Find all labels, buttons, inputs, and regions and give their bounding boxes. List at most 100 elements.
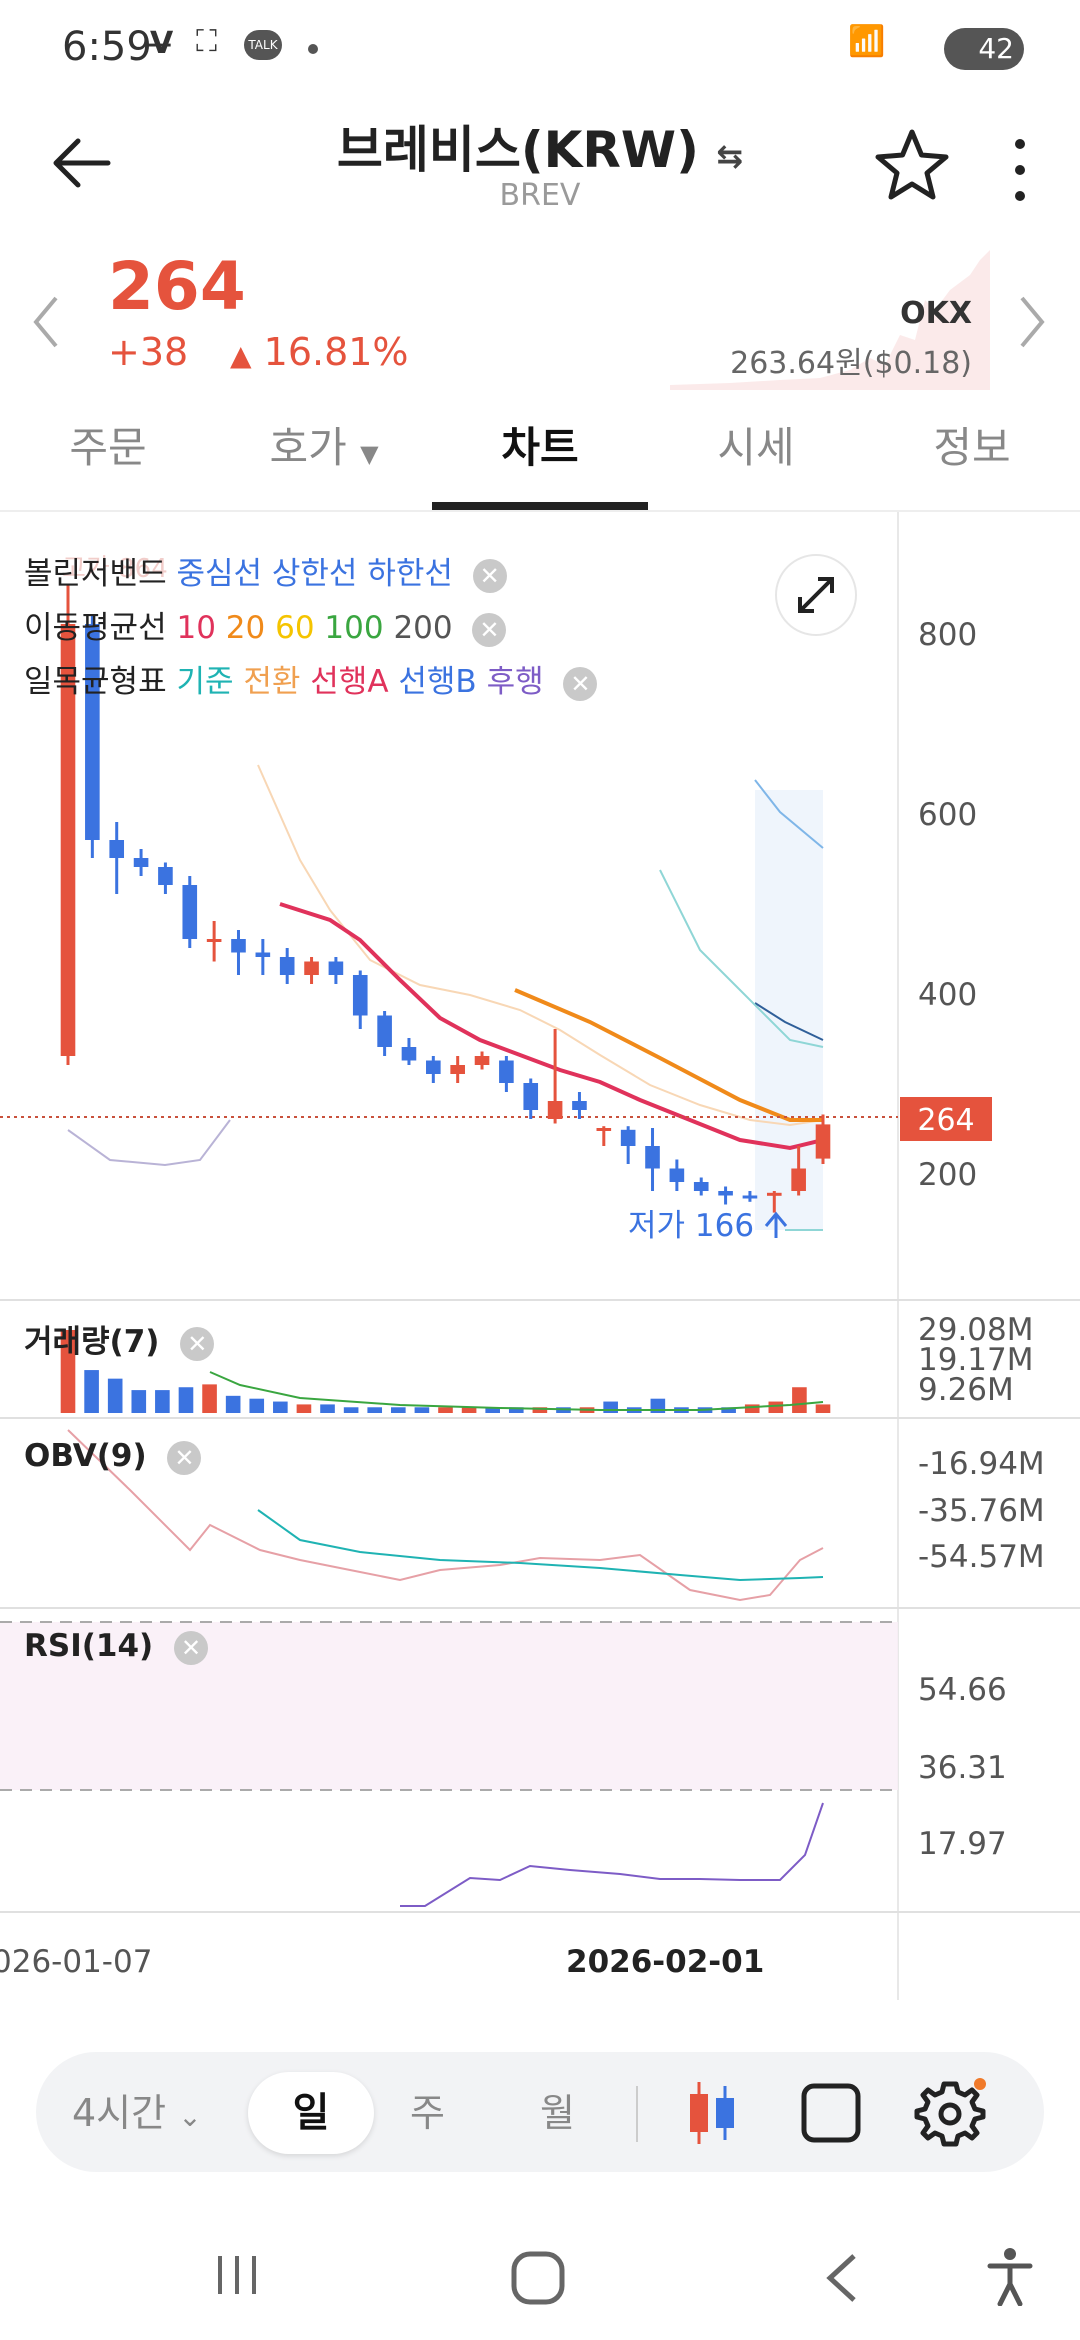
more-menu-icon[interactable] bbox=[1000, 130, 1040, 210]
legend-ichimoku-name: 일목균형표 bbox=[24, 664, 167, 700]
period-month-button[interactable]: 월 bbox=[540, 2091, 575, 2135]
volume-bar bbox=[225, 1395, 241, 1413]
candle-body bbox=[669, 1168, 685, 1182]
settings-gear-icon[interactable] bbox=[914, 2076, 986, 2148]
current-price-tag-label: 264 bbox=[917, 1103, 974, 1138]
interval-dropdown-label: 4시간 bbox=[72, 2091, 167, 2135]
volume-bar bbox=[508, 1407, 524, 1413]
accessibility-icon[interactable] bbox=[986, 2246, 1034, 2306]
remove-obv-icon[interactable]: ✕ bbox=[167, 1441, 202, 1475]
legend-ichimoku: 일목균형표 기준 전환 선행A 선행B 후행 ✕ bbox=[24, 656, 598, 701]
swap-icon[interactable]: ⇆ bbox=[716, 137, 744, 175]
volume-bar bbox=[461, 1407, 477, 1413]
tab-divider bbox=[0, 510, 1080, 512]
period-day-button[interactable]: 일 bbox=[248, 2072, 374, 2154]
legend-ichimoku-lead-a: 선행A bbox=[310, 664, 389, 700]
current-price-tag bbox=[900, 1097, 992, 1141]
candle-body bbox=[474, 1056, 490, 1065]
candle-body bbox=[742, 1195, 758, 1199]
price-chart[interactable]: 264 800 600 400 200 저가 166 29.08M 19.17M… bbox=[0, 512, 1080, 2012]
volume-bar bbox=[792, 1387, 807, 1413]
page-title: 브레비스(KRW) ⇆ bbox=[0, 110, 1080, 182]
system-nav-bar bbox=[0, 2210, 1080, 2340]
obv-label-text: OBV(9) bbox=[24, 1438, 147, 1474]
chart-toolbar bbox=[36, 2052, 1044, 2172]
low-price-annotation: 저가 166 bbox=[628, 1208, 754, 1244]
current-price: 264 bbox=[108, 248, 246, 325]
candle-body bbox=[377, 1015, 392, 1047]
volume-bar bbox=[155, 1390, 170, 1413]
period-week-button[interactable]: 주 bbox=[410, 2091, 445, 2135]
legend-bollinger-lower: 하한선 bbox=[367, 556, 453, 592]
back-arrow-icon[interactable] bbox=[48, 128, 118, 198]
volume-tick-1: 29.08M bbox=[918, 1312, 1034, 1348]
remove-rsi-icon[interactable]: ✕ bbox=[174, 1631, 209, 1665]
x-label-2: 2026-02-01 bbox=[566, 1944, 764, 1980]
tab-market[interactable]: 시세 bbox=[648, 418, 864, 508]
candle-body bbox=[645, 1146, 660, 1169]
tab-orderbook-label: 호가 bbox=[269, 423, 347, 472]
remove-bollinger-icon[interactable]: ✕ bbox=[472, 559, 507, 593]
candle-body bbox=[401, 1047, 417, 1061]
candle-body bbox=[523, 1083, 539, 1110]
candle-body bbox=[718, 1191, 733, 1196]
rsi-tick-2: 36.31 bbox=[918, 1750, 1007, 1786]
candle-body bbox=[815, 1124, 831, 1159]
prev-chevron-icon[interactable] bbox=[28, 292, 64, 352]
volume-tick-2: 19.17M bbox=[918, 1342, 1034, 1378]
candle-body bbox=[328, 961, 344, 975]
exchange-price: 263.64원($0.18) bbox=[730, 346, 972, 381]
remove-ma-icon[interactable]: ✕ bbox=[472, 613, 507, 647]
next-chevron-icon[interactable] bbox=[1014, 292, 1050, 352]
recent-apps-icon[interactable] bbox=[212, 2250, 262, 2300]
volume-bar bbox=[296, 1404, 312, 1413]
legend-ichimoku-conversion: 전환 bbox=[243, 664, 301, 700]
candles-group bbox=[60, 584, 831, 1213]
drawing-tool-icon[interactable] bbox=[800, 2082, 862, 2144]
tab-market-label: 시세 bbox=[717, 423, 795, 472]
candle-body bbox=[450, 1065, 465, 1074]
legend-bollinger-mid: 중심선 bbox=[176, 556, 263, 592]
tab-order-label: 주문 bbox=[69, 423, 147, 472]
battery-level: 42 bbox=[978, 32, 1014, 65]
candle-body bbox=[304, 961, 319, 975]
volume-bar bbox=[367, 1407, 383, 1413]
tab-order[interactable]: 주문 bbox=[0, 418, 216, 508]
candle-body bbox=[231, 939, 246, 953]
tab-orderbook[interactable]: 호가 ▼ bbox=[216, 418, 432, 508]
volume-bar bbox=[343, 1407, 359, 1413]
page-subtitle: BREV bbox=[499, 178, 581, 213]
volume-label-text: 거래량(7) bbox=[24, 1324, 160, 1360]
candle-body bbox=[206, 939, 222, 942]
tab-info[interactable]: 정보 bbox=[864, 418, 1080, 508]
volume-bar bbox=[768, 1401, 784, 1413]
price-change-percent-value: 16.81% bbox=[263, 330, 409, 374]
volume-label: 거래량(7) ✕ bbox=[24, 1316, 215, 1361]
dot-icon bbox=[308, 44, 318, 54]
legend-ma-100: 100 bbox=[324, 610, 384, 646]
interval-dropdown[interactable]: 4시간 ⌄ bbox=[72, 2082, 202, 2137]
volume-bar bbox=[721, 1407, 736, 1413]
candlestick-type-icon[interactable] bbox=[684, 2078, 740, 2148]
candle-body bbox=[352, 975, 368, 1016]
chevron-down-icon: ⌄ bbox=[178, 2100, 202, 2133]
obv-tick-1: -16.94M bbox=[918, 1446, 1045, 1482]
candle-body bbox=[182, 885, 198, 939]
volume-bar bbox=[249, 1398, 265, 1413]
remove-volume-icon[interactable]: ✕ bbox=[180, 1327, 215, 1361]
candle-body bbox=[109, 840, 125, 858]
volume-bar bbox=[178, 1387, 194, 1413]
volume-bar bbox=[744, 1404, 760, 1413]
legend-bollinger-upper: 상한선 bbox=[271, 556, 358, 592]
favorite-star-icon[interactable] bbox=[872, 126, 952, 206]
back-nav-icon[interactable] bbox=[822, 2250, 862, 2306]
legend-ma-name: 이동평균선 bbox=[24, 610, 167, 646]
candle-body bbox=[255, 952, 271, 957]
page-title-text: 브레비스(KRW) bbox=[336, 121, 699, 179]
remove-ichimoku-icon[interactable]: ✕ bbox=[563, 667, 598, 701]
tab-chart[interactable]: 차트 bbox=[432, 418, 648, 508]
price-tick-800: 800 bbox=[918, 617, 977, 653]
home-icon[interactable] bbox=[510, 2250, 566, 2306]
volume-bar bbox=[107, 1378, 123, 1413]
legend-ma-20: 20 bbox=[225, 610, 266, 646]
